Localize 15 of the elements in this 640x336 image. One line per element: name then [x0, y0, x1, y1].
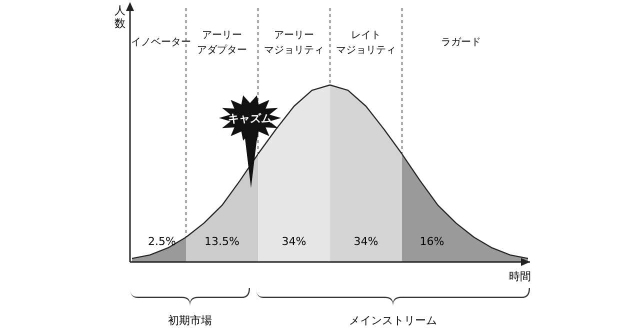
text: メインストリーム: [349, 314, 437, 327]
text: イノベーター: [131, 37, 191, 48]
annotation: 2.5%: [148, 235, 176, 248]
annotation: キャズム: [228, 112, 272, 125]
text: レイトマジョリティ: [336, 30, 396, 56]
text: アーリーアダプター: [197, 30, 247, 56]
annotation: 34%: [282, 235, 306, 248]
annotation: 16%: [420, 235, 444, 248]
text: 人数: [114, 4, 126, 30]
annotation: 34%: [354, 235, 378, 248]
x-axis-title: 時間: [509, 270, 531, 283]
text: 初期市場: [168, 314, 212, 327]
text: ラガード: [441, 37, 481, 48]
annotation: 13.5%: [204, 235, 240, 248]
text: アーリーマジョリティ: [264, 30, 324, 56]
